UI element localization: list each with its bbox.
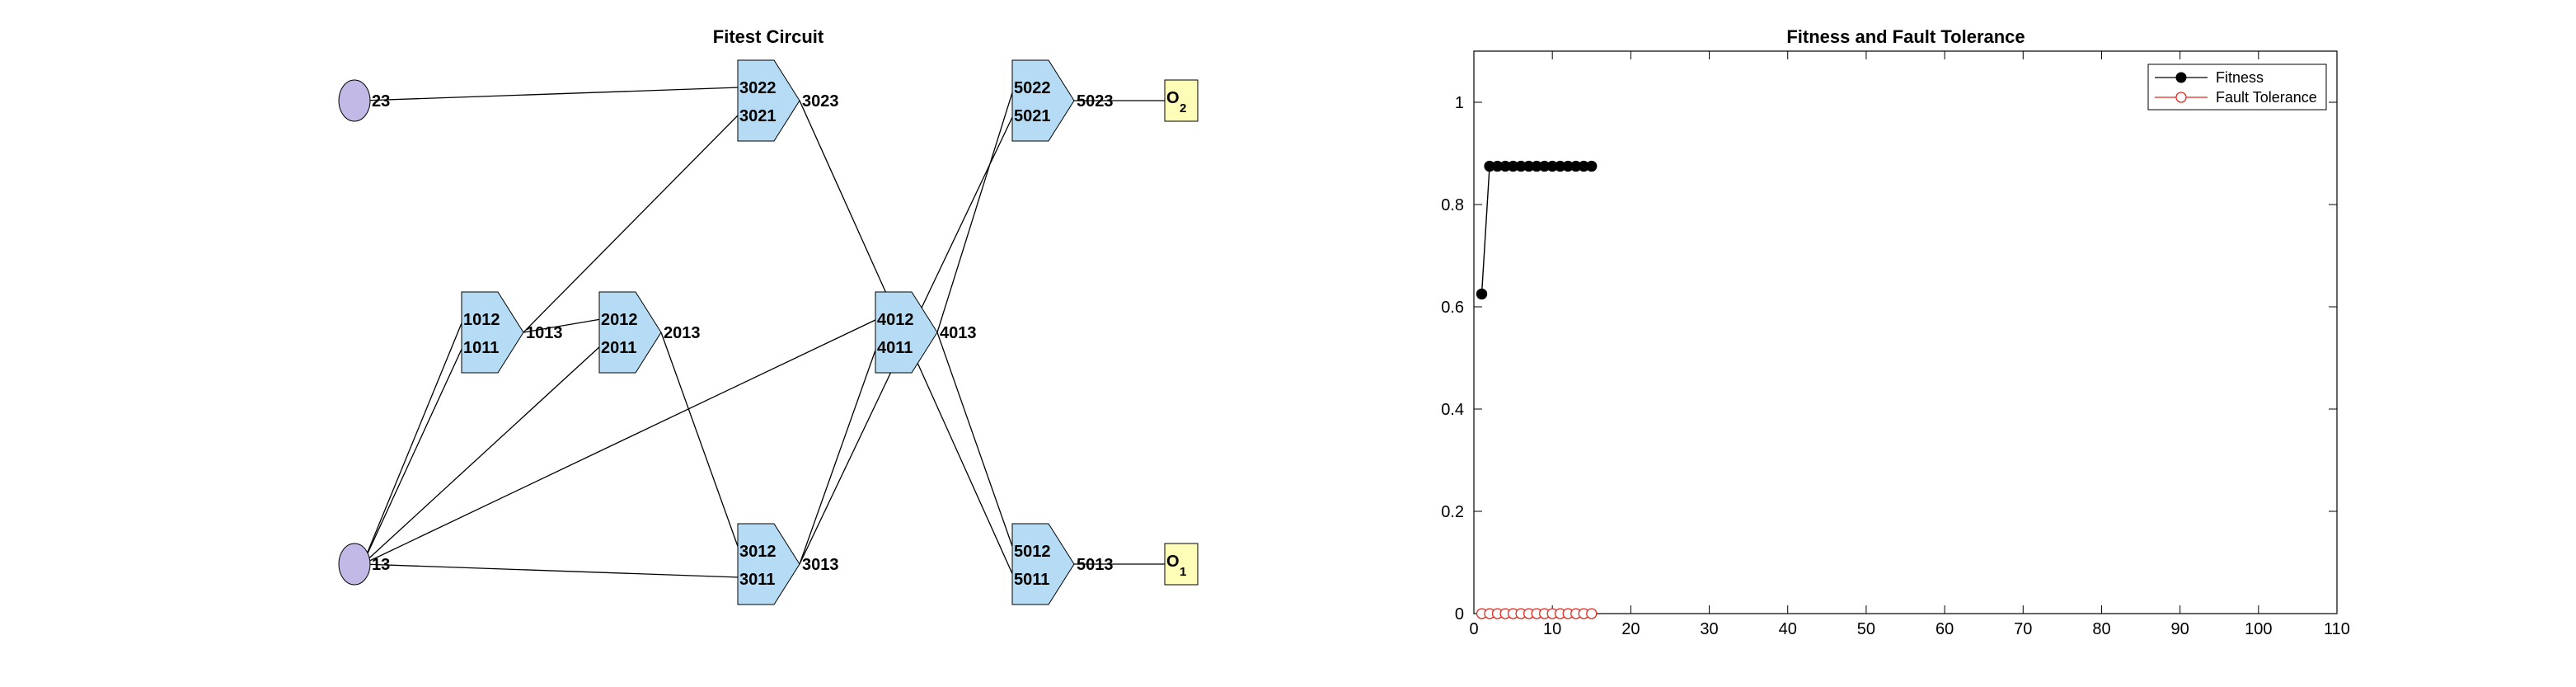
gate-input-label-1011: 1011 [463, 339, 499, 357]
gate-output-label-3013: 3013 [802, 556, 839, 574]
wire-g1013-to-g3023-bottom [523, 113, 740, 333]
output-subscript-2: 2 [1180, 101, 1186, 115]
plot-axes-box [1473, 50, 2338, 614]
series-point-fitness [1476, 288, 1488, 300]
y-tick-label: 0.8 [1441, 196, 1464, 214]
gate-input-label-5011: 5011 [1014, 571, 1049, 589]
fitness-plot: Fitness and Fault Tolerance 0 10 20 30 40 50 6… [1441, 26, 2350, 638]
output-subscript-1: 1 [1180, 565, 1186, 579]
x-tick-label: 50 [1857, 620, 1875, 638]
x-tick-label: 100 [2245, 620, 2272, 638]
output-label-O2: O [1166, 89, 1180, 107]
input-node-13 [338, 543, 371, 586]
plot-legend: Fitness Fault Tolerance [2147, 64, 2327, 111]
legend-fitness-marker [2175, 72, 2187, 83]
x-tick-label: 90 [2171, 620, 2189, 638]
wire-in13-to-g4013-top [362, 318, 878, 565]
gate-output-label-2013: 2013 [664, 324, 701, 342]
input-label-13: 13 [372, 556, 390, 574]
circuit-diagram: Fitest Circuit 2313101210111013201220112… [338, 26, 1199, 605]
circuit-nodes: 23 13 1012 1011 1013 2012 2011 2013 3022 3021 3023… [338, 59, 1199, 605]
y-tick-label: 0.2 [1441, 503, 1464, 521]
gate-4013 [875, 291, 938, 374]
circuit-title: Fitest Circuit [713, 26, 824, 47]
x-tick-label: 20 [1621, 620, 1640, 638]
wire-g3013-to-g4013-bottom [799, 345, 878, 565]
x-tick-label: 10 [1543, 620, 1561, 638]
output-label-O1: O [1166, 553, 1180, 571]
wire-in13-to-g1013-bottom [362, 345, 464, 565]
y-axis-ticks: 0 0.2 0.4 0.6 0.8 1 [1441, 94, 2337, 623]
gate-input-label-5012: 5012 [1014, 543, 1051, 561]
gate-input-label-4012: 4012 [877, 311, 914, 329]
legend-fault-tolerance-label: Fault Tolerance [2216, 89, 2317, 106]
gate-input-label-3012: 3012 [739, 543, 777, 561]
legend-fitness-label: Fitness [2216, 69, 2264, 86]
legend-fault-tolerance-marker [2175, 92, 2187, 103]
input-node-23 [338, 79, 371, 122]
gate-input-label-5021: 5021 [1014, 107, 1051, 125]
x-axis-ticks: 0 10 20 30 40 50 60 70 80 90 100 110 [1469, 51, 2350, 638]
wire-in13-to-g2013-bottom [362, 345, 602, 565]
gate-input-label-2012: 2012 [601, 311, 638, 329]
wire-in13-to-g1013-top [362, 318, 464, 565]
wire-g1013-to-g2013-top [523, 318, 602, 333]
gate-3023 [737, 59, 800, 142]
x-tick-label: 60 [1936, 620, 1954, 638]
circuit-wires [362, 87, 1165, 578]
wire-g2013-to-g3013-top [660, 332, 740, 552]
wire-in13-to-g3013-bottom [362, 563, 740, 578]
y-tick-label: 0.6 [1441, 299, 1464, 317]
gate-3013 [737, 523, 800, 605]
y-tick-label: 0.4 [1441, 401, 1464, 419]
x-tick-label: 110 [2324, 620, 2350, 638]
gate-1013 [461, 291, 524, 374]
gate-input-label-3021: 3021 [739, 107, 777, 125]
output-node-O1 [1164, 543, 1199, 586]
gate-input-label-1012: 1012 [463, 311, 500, 329]
series-point-fitness [1586, 160, 1598, 172]
gate-input-label-3011: 3011 [739, 571, 775, 589]
gate-5023 [1011, 59, 1075, 142]
x-tick-label: 0 [1469, 620, 1478, 638]
wire-g4013-to-g5013-top [936, 332, 1015, 552]
legend-box [2147, 64, 2327, 111]
plot-title: Fitness and Fault Tolerance [1786, 26, 2025, 47]
gate-5013 [1011, 523, 1075, 605]
y-tick-label: 0 [1455, 605, 1464, 623]
gate-output-label-5023: 5023 [1077, 92, 1114, 111]
wire-g4013-to-g5023-top [936, 87, 1015, 333]
input-label-23: 23 [372, 92, 390, 111]
gate-output-label-5013: 5013 [1077, 556, 1114, 574]
y-tick-label: 1 [1455, 94, 1464, 112]
plot-series [1476, 160, 1598, 619]
output-node-O2 [1164, 79, 1199, 122]
x-tick-label: 30 [1700, 620, 1718, 638]
gate-input-label-3022: 3022 [739, 79, 777, 97]
wire-in23-to-g3023-top [362, 87, 740, 101]
gate-input-label-4011: 4011 [877, 339, 913, 357]
gate-output-label-1013: 1013 [526, 324, 563, 342]
gate-2013 [598, 291, 662, 374]
x-tick-label: 40 [1779, 620, 1797, 638]
x-tick-label: 80 [2092, 620, 2110, 638]
series-point-fault-tolerance [1586, 608, 1598, 619]
gate-input-label-2011: 2011 [601, 339, 636, 357]
gate-input-label-5022: 5022 [1014, 79, 1051, 97]
gate-output-label-3023: 3023 [802, 92, 839, 111]
x-tick-label: 70 [2014, 620, 2032, 638]
gate-output-label-4013: 4013 [940, 324, 977, 342]
